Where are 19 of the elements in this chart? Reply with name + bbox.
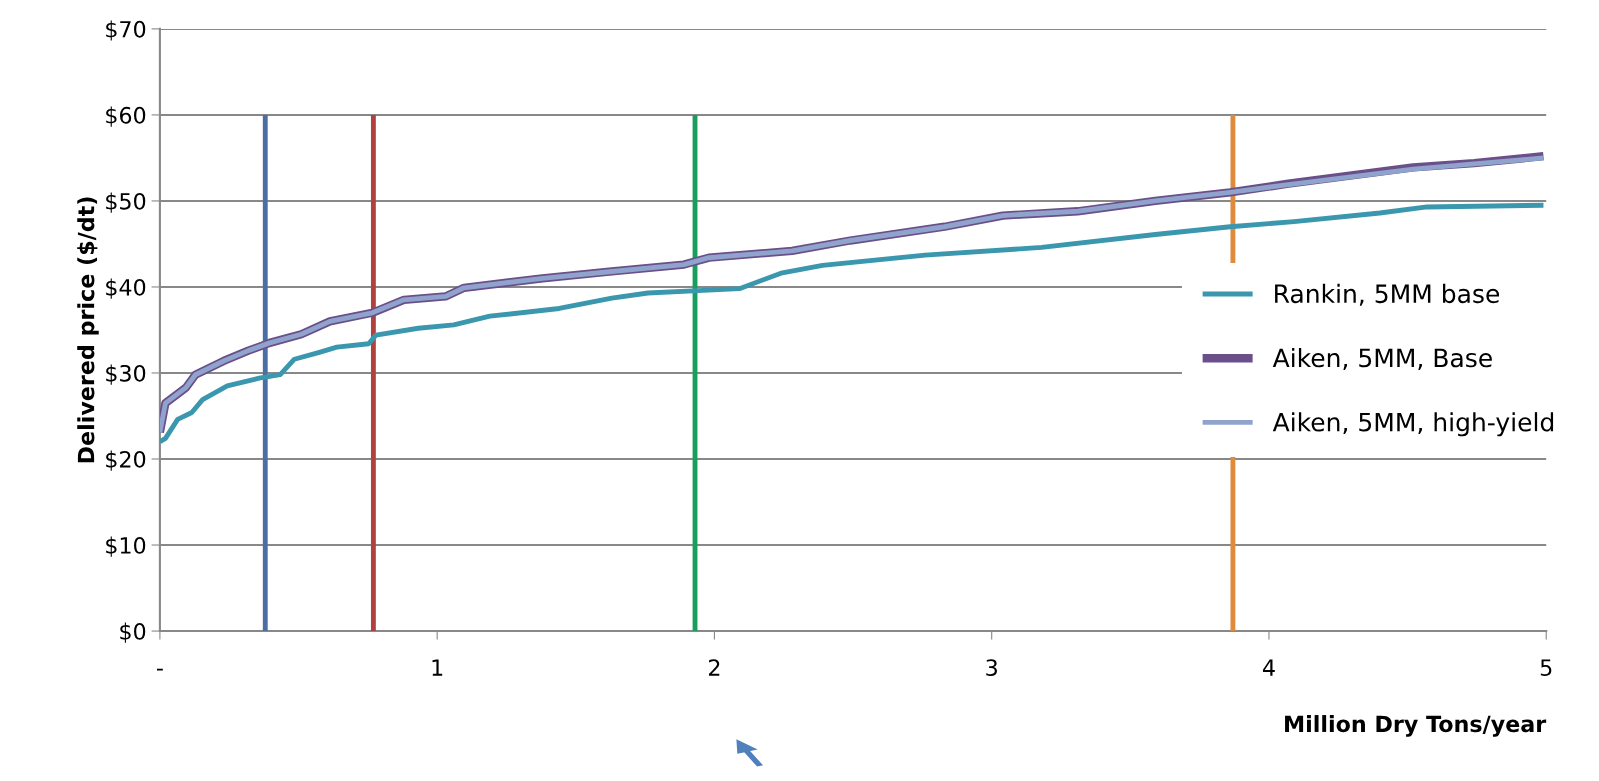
y-tick-label: $0: [120, 622, 146, 643]
x-tick-label: -: [156, 668, 163, 671]
y-tick-label: $50: [106, 192, 146, 213]
y-tick-label: $20: [106, 450, 146, 471]
x-tick-label: 3: [986, 659, 997, 677]
y-axis-title: Delivered price ($/dt): [77, 197, 99, 463]
y-tick-label: $70: [106, 20, 146, 41]
x-axis-title: Million Dry Tons/year: [1285, 715, 1547, 737]
y-tick-label: $30: [106, 364, 146, 385]
x-tick-label: 5: [1540, 659, 1552, 677]
x-tick-label: 4: [1262, 659, 1275, 676]
legend-label: Aiken, 5MM, high-yield: [1272, 412, 1554, 437]
x-tick-label: 1: [432, 659, 443, 676]
y-tick-label: $40: [106, 278, 146, 299]
x-tick-label: 2: [708, 659, 720, 676]
legend-label: Aiken, 5MM, Base: [1272, 347, 1492, 370]
legend-label: Rankin, 5MM base: [1275, 283, 1500, 306]
y-tick-label: $10: [106, 536, 146, 557]
y-tick-label: $60: [106, 106, 146, 127]
